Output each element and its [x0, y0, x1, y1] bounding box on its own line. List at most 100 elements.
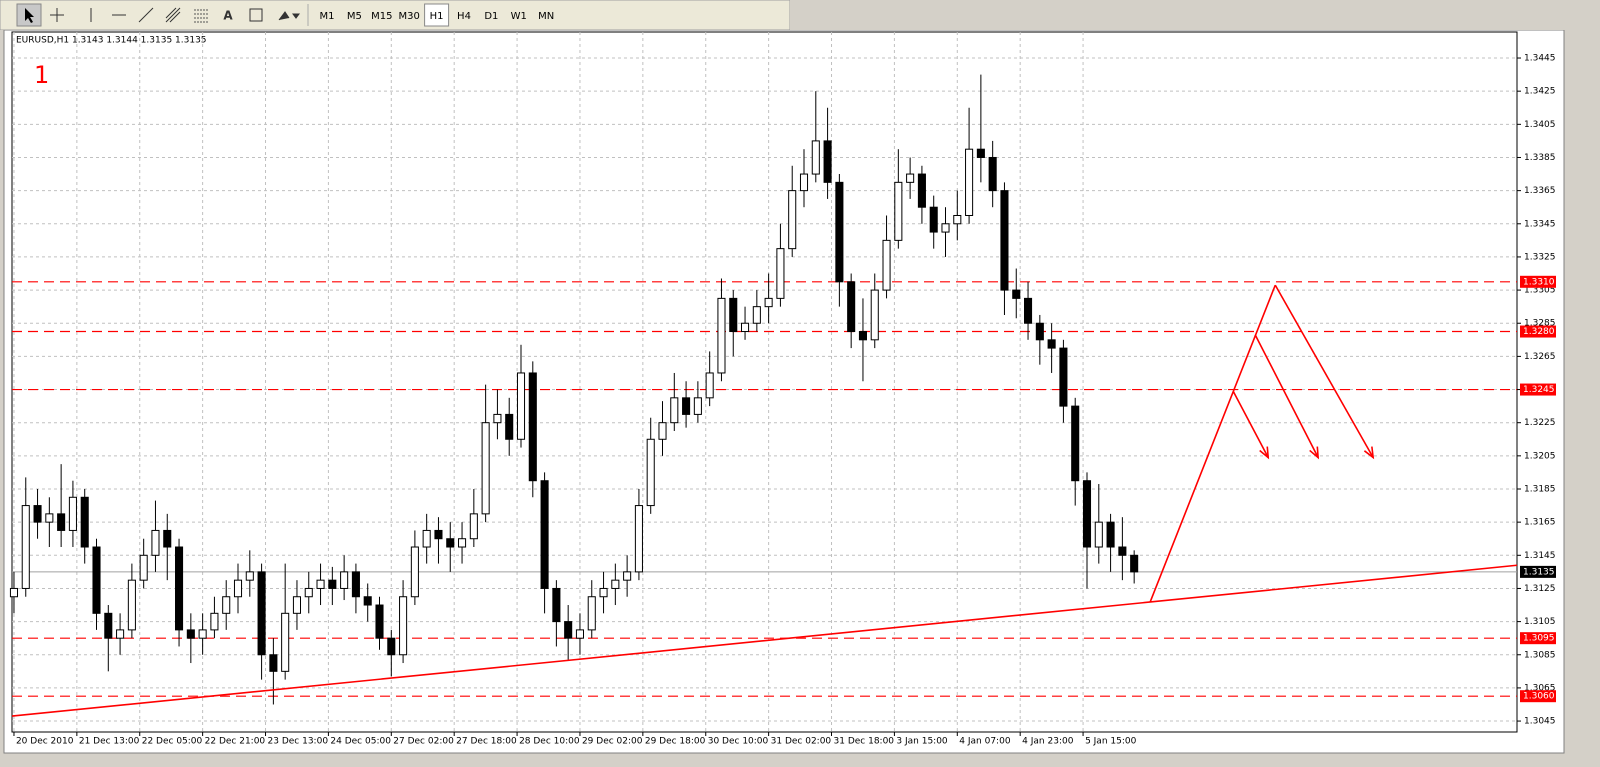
candle-body — [835, 181, 844, 283]
timeframe-button[interactable]: H1 — [430, 11, 444, 22]
candle-body — [941, 223, 950, 233]
x-tick-label: 20 Dec 2010 — [16, 737, 74, 747]
candle-body — [210, 612, 219, 631]
candle-body — [847, 281, 856, 333]
x-tick-label: 28 Dec 10:00 — [519, 737, 580, 747]
candle-body — [1035, 322, 1044, 341]
candle-body — [68, 496, 77, 531]
candle-body — [116, 629, 125, 639]
timeframe-button[interactable]: M30 — [399, 11, 420, 22]
x-tick-label: 31 Dec 02:00 — [771, 737, 832, 747]
candle-body — [233, 579, 243, 598]
y-tick-label: 1.3445 — [1524, 54, 1556, 64]
current-price-bg — [1520, 565, 1556, 578]
candle-body — [564, 621, 573, 639]
timeframe-button[interactable]: M1 — [320, 11, 335, 22]
y-tick-label: 1.3125 — [1524, 584, 1556, 594]
candle-body — [45, 513, 54, 523]
candle-body — [387, 637, 396, 656]
candle-body — [623, 571, 632, 581]
timeframe-button[interactable]: MN — [538, 11, 554, 22]
candle-body — [1118, 546, 1127, 556]
timeframe-button[interactable]: M15 — [371, 11, 392, 22]
candle-body — [9, 587, 19, 598]
candle-body — [257, 571, 266, 656]
crosshair-button[interactable] — [50, 8, 64, 22]
y-tick-label: 1.3325 — [1524, 252, 1556, 262]
arrow-head — [1363, 446, 1375, 460]
candle-body — [776, 248, 785, 299]
candle-body — [882, 239, 891, 291]
candle-body — [481, 422, 490, 515]
level-label: 1.3245 — [1523, 385, 1555, 395]
candle-body — [1082, 480, 1092, 548]
candle-body — [528, 372, 537, 482]
candle-body — [92, 546, 101, 614]
x-tick-label: 27 Dec 18:00 — [456, 737, 517, 747]
toolbar: A M1 M5 M15 M30 H1 H4 D1 W1 MN — [0, 0, 790, 30]
candle-body — [363, 596, 372, 606]
candle-body — [104, 612, 113, 639]
level-label-bg — [1520, 383, 1556, 396]
candle-body — [799, 173, 809, 192]
y-tick-label: 1.3085 — [1524, 650, 1556, 660]
level-label: 1.3095 — [1523, 634, 1555, 644]
label-button[interactable] — [249, 8, 263, 22]
timeframe-button[interactable]: H4 — [457, 11, 471, 22]
arrows-button[interactable] — [278, 11, 300, 21]
candle-body — [434, 529, 443, 540]
channel-button[interactable] — [165, 7, 181, 23]
level-label: 1.3280 — [1523, 327, 1555, 337]
candle-body — [516, 372, 526, 440]
candle-body — [139, 554, 148, 581]
timeframe-button[interactable]: M5 — [347, 11, 362, 22]
x-tick-label: 3 Jan 15:00 — [896, 737, 948, 747]
candle-body — [587, 596, 596, 631]
candle-body — [328, 579, 337, 589]
x-tick-label: 23 Dec 13:00 — [268, 737, 329, 747]
candle-body — [351, 571, 360, 598]
y-tick-label: 1.3205 — [1524, 451, 1556, 461]
candle-body — [1094, 521, 1103, 548]
candle-body — [269, 654, 278, 672]
candle-body — [646, 438, 655, 507]
candle-body — [870, 289, 879, 341]
text-tool-icon[interactable]: A — [223, 9, 233, 23]
y-tick-label: 1.3385 — [1524, 153, 1556, 163]
y-tick-label: 1.3305 — [1524, 286, 1556, 296]
fibo-button[interactable] — [194, 9, 208, 23]
timeframe-button[interactable]: D1 — [484, 11, 498, 22]
candle-body — [693, 397, 702, 415]
candle-body — [175, 546, 184, 631]
y-tick-label: 1.3165 — [1524, 518, 1556, 528]
chart-window: EURUSD,H1 1.3143 1.3144 1.3135 1.3135 1 … — [0, 30, 1600, 767]
y-tick-label: 1.3045 — [1524, 717, 1556, 727]
candle-body — [245, 571, 254, 581]
candle-body — [505, 413, 514, 440]
level-label: 1.3060 — [1523, 692, 1555, 702]
candle-body — [988, 156, 997, 192]
x-tick-label: 31 Dec 18:00 — [834, 737, 895, 747]
candle-body — [410, 546, 419, 598]
candle-body — [163, 529, 172, 548]
candle-body — [1024, 297, 1033, 324]
candle-body — [552, 587, 561, 623]
candle-body — [729, 297, 738, 333]
candle-body — [446, 538, 455, 548]
trendline-button[interactable] — [138, 7, 154, 23]
candle-body — [953, 214, 962, 225]
x-tick-label: 4 Jan 23:00 — [1022, 737, 1074, 747]
trendline — [11, 564, 1518, 717]
candle-body — [1059, 347, 1068, 407]
candle-body — [717, 297, 726, 374]
candle-body — [670, 397, 679, 424]
candle-body — [292, 596, 302, 614]
x-tick-label: 22 Dec 05:00 — [142, 737, 203, 747]
arrow-head — [1259, 446, 1270, 460]
candle-body — [811, 140, 820, 175]
candle-body — [682, 397, 691, 415]
chart-number: 1 — [34, 61, 49, 89]
candle-body — [1012, 289, 1021, 299]
candle-body — [858, 331, 867, 341]
timeframe-button[interactable]: W1 — [511, 11, 527, 22]
